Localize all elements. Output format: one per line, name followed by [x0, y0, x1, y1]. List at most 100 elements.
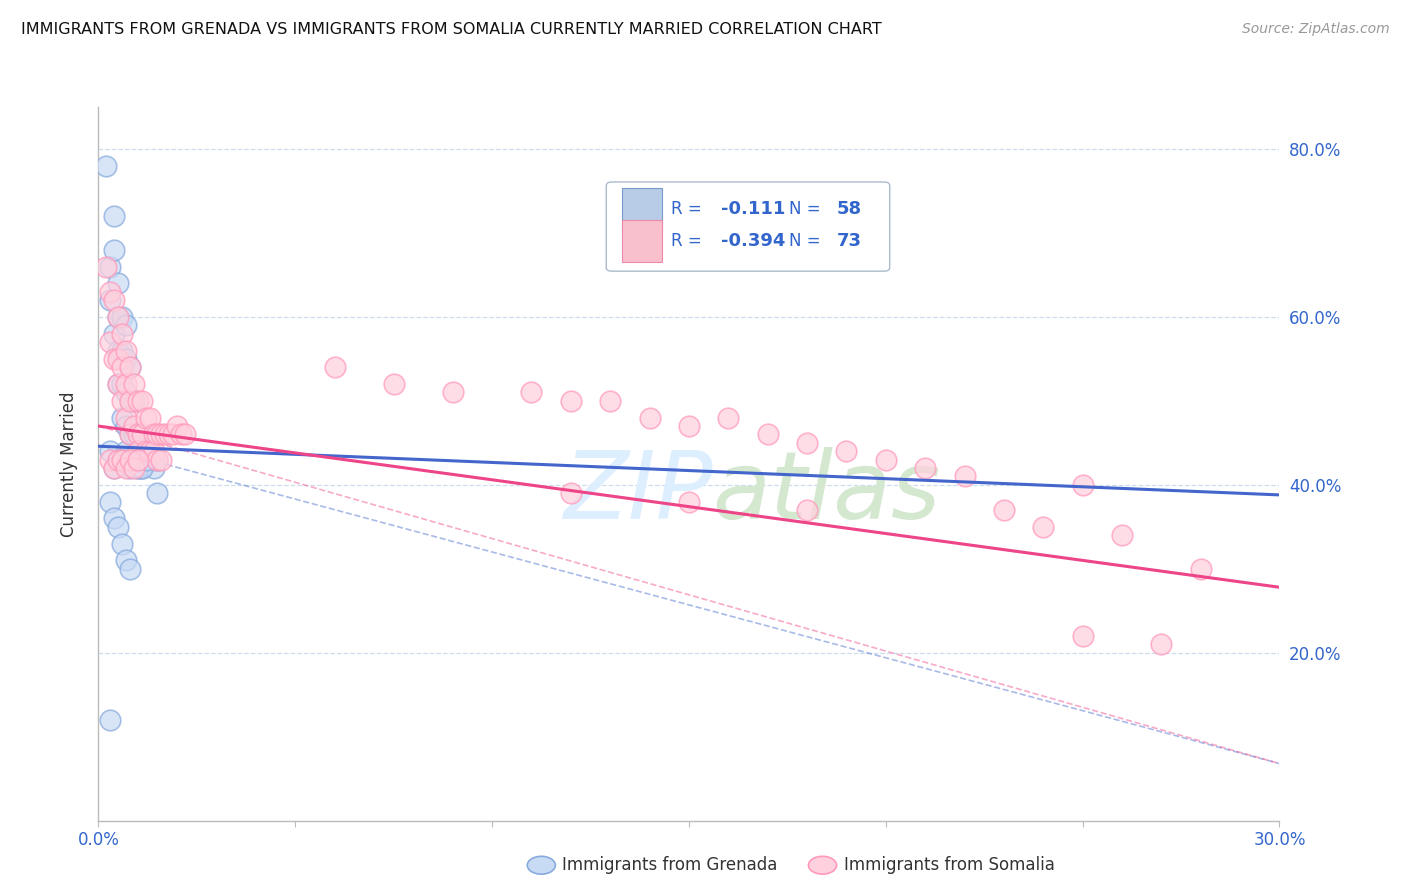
Point	[150, 427, 173, 442]
Point	[127, 444, 149, 458]
Point	[717, 410, 740, 425]
Point	[135, 444, 157, 458]
Point	[118, 360, 141, 375]
Point	[135, 452, 157, 467]
Point	[111, 377, 134, 392]
Point	[127, 461, 149, 475]
Point	[118, 360, 141, 375]
Point	[118, 393, 141, 408]
Text: ZIP: ZIP	[562, 447, 713, 538]
Point	[1071, 478, 1094, 492]
Point	[103, 209, 125, 223]
Point	[118, 461, 141, 475]
Text: -0.111: -0.111	[721, 200, 785, 218]
Point	[98, 335, 121, 350]
Text: Immigrants from Grenada: Immigrants from Grenada	[562, 856, 778, 874]
Point	[115, 318, 138, 333]
Point	[98, 444, 121, 458]
Point	[127, 452, 149, 467]
Point	[111, 452, 134, 467]
Point	[323, 360, 346, 375]
Point	[127, 461, 149, 475]
Point	[122, 393, 145, 408]
Point	[155, 427, 177, 442]
Point	[118, 393, 141, 408]
FancyBboxPatch shape	[621, 219, 662, 262]
Point	[146, 427, 169, 442]
Point	[138, 410, 160, 425]
Point	[107, 351, 129, 366]
Point	[107, 452, 129, 467]
Point	[142, 427, 165, 442]
Point	[115, 461, 138, 475]
Point	[138, 452, 160, 467]
Point	[127, 452, 149, 467]
Text: 58: 58	[837, 200, 862, 218]
Point	[135, 444, 157, 458]
Point	[118, 427, 141, 442]
Point	[756, 427, 779, 442]
Point	[122, 377, 145, 392]
Point	[131, 461, 153, 475]
Point	[150, 452, 173, 467]
Point	[103, 461, 125, 475]
Text: Immigrants from Somalia: Immigrants from Somalia	[844, 856, 1054, 874]
Point	[115, 419, 138, 434]
Point	[122, 461, 145, 475]
Text: N =: N =	[789, 200, 827, 218]
Point	[131, 444, 153, 458]
Point	[441, 385, 464, 400]
Point	[1071, 629, 1094, 643]
Point	[107, 310, 129, 324]
Point	[875, 452, 897, 467]
Point	[131, 461, 153, 475]
Point	[796, 435, 818, 450]
Text: R =: R =	[671, 232, 707, 250]
Point	[98, 285, 121, 299]
Point	[560, 393, 582, 408]
Point	[127, 444, 149, 458]
Point	[122, 452, 145, 467]
Point	[122, 427, 145, 442]
Point	[146, 452, 169, 467]
Text: R =: R =	[671, 200, 707, 218]
Point	[118, 452, 141, 467]
Point	[115, 553, 138, 567]
Point	[157, 427, 180, 442]
Point	[98, 494, 121, 508]
Point	[107, 377, 129, 392]
Point	[96, 260, 118, 274]
Point	[1111, 528, 1133, 542]
Point	[953, 469, 976, 483]
Point	[678, 419, 700, 434]
Point	[118, 452, 141, 467]
Text: N =: N =	[789, 232, 827, 250]
Point	[142, 452, 165, 467]
Point	[115, 351, 138, 366]
Point	[170, 427, 193, 442]
Text: 73: 73	[837, 232, 862, 250]
Text: -0.394: -0.394	[721, 232, 785, 250]
Point	[142, 444, 165, 458]
Point	[1189, 562, 1212, 576]
Point	[115, 385, 138, 400]
Point	[96, 159, 118, 173]
Point	[993, 503, 1015, 517]
Point	[107, 452, 129, 467]
Text: atlas: atlas	[713, 447, 941, 538]
Point	[166, 419, 188, 434]
Point	[118, 427, 141, 442]
Point	[107, 343, 129, 358]
Point	[103, 293, 125, 307]
Point	[111, 326, 134, 341]
Point	[142, 461, 165, 475]
Point	[111, 343, 134, 358]
Point	[115, 410, 138, 425]
Point	[520, 385, 543, 400]
Text: Source: ZipAtlas.com: Source: ZipAtlas.com	[1241, 22, 1389, 37]
Point	[122, 419, 145, 434]
Point	[111, 393, 134, 408]
Point	[835, 444, 858, 458]
Text: IMMIGRANTS FROM GRENADA VS IMMIGRANTS FROM SOMALIA CURRENTLY MARRIED CORRELATION: IMMIGRANTS FROM GRENADA VS IMMIGRANTS FR…	[21, 22, 882, 37]
Point	[796, 503, 818, 517]
